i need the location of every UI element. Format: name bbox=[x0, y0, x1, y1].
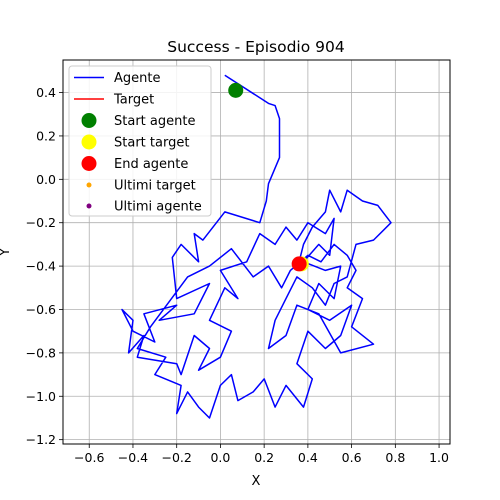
legend-swatch-start-agente bbox=[81, 113, 97, 128]
y-tick-label: −1.2 bbox=[26, 432, 56, 447]
marker-layer bbox=[228, 82, 309, 272]
y-tick-label: 0.2 bbox=[36, 128, 56, 143]
legend-label-end-agente: End agente bbox=[114, 157, 188, 172]
y-tick-label: 0.4 bbox=[36, 85, 56, 100]
legend-label-ultimi-target: Ultimi target bbox=[114, 179, 196, 194]
ticks: −0.6 −0.4 −0.2 0.0 0.2 0.4 0.6 0.8 1.0 −1.2 −1.0 −0… bbox=[26, 85, 449, 465]
chart-title: Success - Episodio 904 bbox=[167, 38, 344, 56]
legend: Agente Target Start agente Start target … bbox=[68, 65, 212, 217]
x-axis-title: X bbox=[252, 474, 261, 489]
y-tick-label: −0.8 bbox=[26, 345, 56, 360]
legend-swatch-ultimi-target bbox=[86, 182, 92, 188]
y-tick-label: −0.4 bbox=[26, 259, 56, 274]
x-tick-label: 0.2 bbox=[254, 450, 274, 465]
y-axis-title: Y bbox=[0, 248, 13, 257]
x-tick-label: −0.4 bbox=[118, 450, 148, 465]
x-tick-label: −0.2 bbox=[162, 450, 192, 465]
y-tick-label: −1.0 bbox=[26, 389, 56, 404]
x-tick-label: −0.6 bbox=[74, 450, 104, 465]
x-tick-label: 0.8 bbox=[385, 450, 405, 465]
x-tick-label: 0.0 bbox=[210, 450, 230, 465]
grid bbox=[63, 60, 450, 444]
legend-swatch-ultimi-agente bbox=[86, 203, 92, 209]
legend-label-agente: Agente bbox=[114, 71, 160, 86]
plot-frame bbox=[62, 59, 451, 445]
legend-label-ultimi-agente: Ultimi agente bbox=[114, 200, 202, 215]
y-tick-label: −0.6 bbox=[26, 302, 56, 317]
legend-swatch-end-agente bbox=[81, 156, 97, 171]
series-line-agente bbox=[121, 74, 392, 419]
start-agente-marker bbox=[228, 82, 244, 98]
legend-box bbox=[68, 65, 212, 217]
y-tick-label: −0.2 bbox=[26, 215, 56, 230]
end-agente-marker bbox=[291, 256, 307, 272]
x-tick-label: 1.0 bbox=[429, 450, 449, 465]
y-tick-label: 0.0 bbox=[36, 172, 56, 187]
x-tick-label: 0.4 bbox=[298, 450, 318, 465]
legend-label-start-target: Start target bbox=[114, 136, 189, 151]
x-tick-label: 0.6 bbox=[342, 450, 362, 465]
legend-label-start-agente: Start agente bbox=[114, 114, 195, 129]
legend-swatch-start-target bbox=[81, 134, 97, 150]
legend-label-target: Target bbox=[113, 93, 154, 108]
